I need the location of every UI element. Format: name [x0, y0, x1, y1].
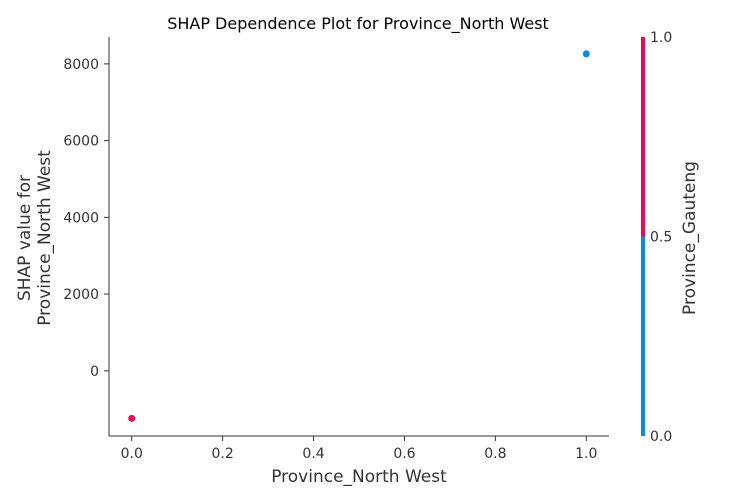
x-tick-label: 0.2	[212, 446, 234, 462]
y-axis-title-line-1: SHAP value for	[15, 175, 35, 301]
colorbar-tick-label: 0.5	[650, 230, 672, 246]
x-tick-label: 0.6	[393, 446, 415, 462]
colorbar-tick-label: 0.0	[650, 429, 672, 445]
y-tick-label: 4000	[63, 210, 99, 226]
x-tick-label: 0.8	[484, 446, 506, 462]
x-axis-title: Province_North West	[271, 467, 447, 487]
x-ticks: 0.0 0.2 0.4 0.6 0.8 1.0	[121, 436, 597, 462]
y-tick-label: 0	[90, 364, 99, 380]
plot-axes	[108, 37, 609, 437]
colorbar-tick-label: 1.0	[650, 30, 672, 46]
y-tick-label: 2000	[63, 287, 99, 303]
data-point	[582, 50, 590, 58]
colorbar-low-segment	[641, 236, 645, 436]
data-point	[128, 414, 136, 422]
scatter-points	[128, 50, 590, 422]
x-tick-label: 1.0	[575, 446, 597, 462]
chart-title: SHAP Dependence Plot for Province_North …	[167, 14, 549, 34]
y-tick-label: 8000	[63, 57, 99, 73]
x-tick-label: 0.0	[121, 446, 143, 462]
y-axis-title-line-2: Province_North West	[35, 150, 55, 326]
y-ticks: 0 2000 4000 6000 8000	[63, 57, 109, 380]
colorbar: 0.0 0.5 1.0	[641, 30, 672, 445]
y-tick-label: 6000	[63, 134, 99, 150]
colorbar-high-segment	[641, 37, 645, 237]
colorbar-title: Province_Gauteng	[680, 161, 700, 315]
x-tick-label: 0.4	[302, 446, 324, 462]
